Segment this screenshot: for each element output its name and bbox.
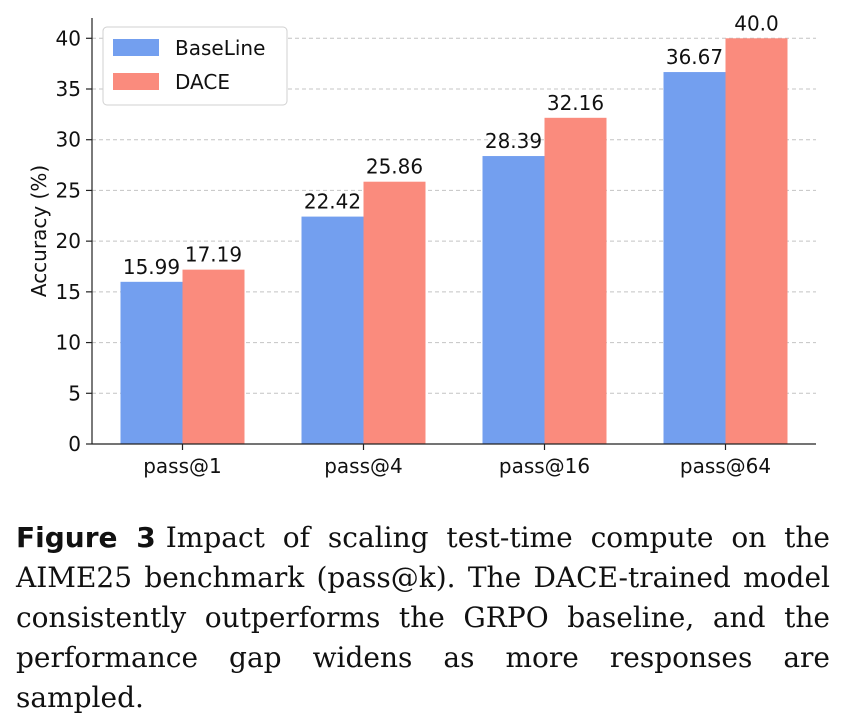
bar-dace-pass-64 xyxy=(725,38,788,445)
figure-label: Figure 3 xyxy=(16,521,156,554)
bar-value-label: 32.16 xyxy=(547,91,604,115)
legend-label-baseline: BaseLine xyxy=(175,36,265,60)
y-tick-label: 30 xyxy=(56,128,81,152)
bar-dace-pass-4 xyxy=(363,181,426,444)
y-tick-label: 0 xyxy=(68,432,81,456)
y-tick-label: 35 xyxy=(56,77,81,101)
bars xyxy=(120,38,788,445)
y-tick-label: 40 xyxy=(56,26,81,50)
bar-value-label: 40.0 xyxy=(734,11,779,35)
bar-value-label: 22.42 xyxy=(304,190,361,214)
y-tick-label: 10 xyxy=(56,331,81,355)
x-tick-label: pass@4 xyxy=(324,454,403,478)
bar-value-label: 17.19 xyxy=(185,243,242,267)
x-tick-label: pass@16 xyxy=(499,454,590,478)
y-axis-label: Accuracy (%) xyxy=(27,165,51,297)
bar-baseline-pass-4 xyxy=(301,216,364,444)
bar-baseline-pass-16 xyxy=(482,156,545,444)
y-ticks: 0 5 10 15 20 25 30 35 40 xyxy=(56,26,92,456)
bar-dace-pass-1 xyxy=(182,269,245,444)
legend-label-dace: DACE xyxy=(175,70,230,94)
bar-value-label: 25.86 xyxy=(366,155,423,179)
legend: BaseLine DACE xyxy=(102,26,288,106)
bar-value-label: 28.39 xyxy=(485,129,542,153)
legend-swatch-dace xyxy=(113,73,159,90)
y-tick-label: 20 xyxy=(56,229,81,253)
bar-baseline-pass-1 xyxy=(120,281,183,444)
x-tick-label: pass@64 xyxy=(680,454,771,478)
legend-swatch-baseline xyxy=(113,39,159,56)
y-tick-label: 25 xyxy=(56,178,81,202)
bar-value-label: 15.99 xyxy=(123,255,180,279)
x-ticks: pass@1 pass@4 pass@16 pass@64 xyxy=(143,444,771,478)
bar-baseline-pass-64 xyxy=(663,72,726,444)
bar-dace-pass-16 xyxy=(544,117,607,444)
bar-chart: 15.9917.1922.4225.8628.3932.1636.6740.0 … xyxy=(27,11,816,478)
x-tick-label: pass@1 xyxy=(143,454,222,478)
y-tick-label: 5 xyxy=(68,381,81,405)
figure-caption: Figure 3 Impact of scaling test-time comp… xyxy=(16,518,830,718)
bar-value-label: 36.67 xyxy=(666,45,723,69)
y-tick-label: 15 xyxy=(56,280,81,304)
